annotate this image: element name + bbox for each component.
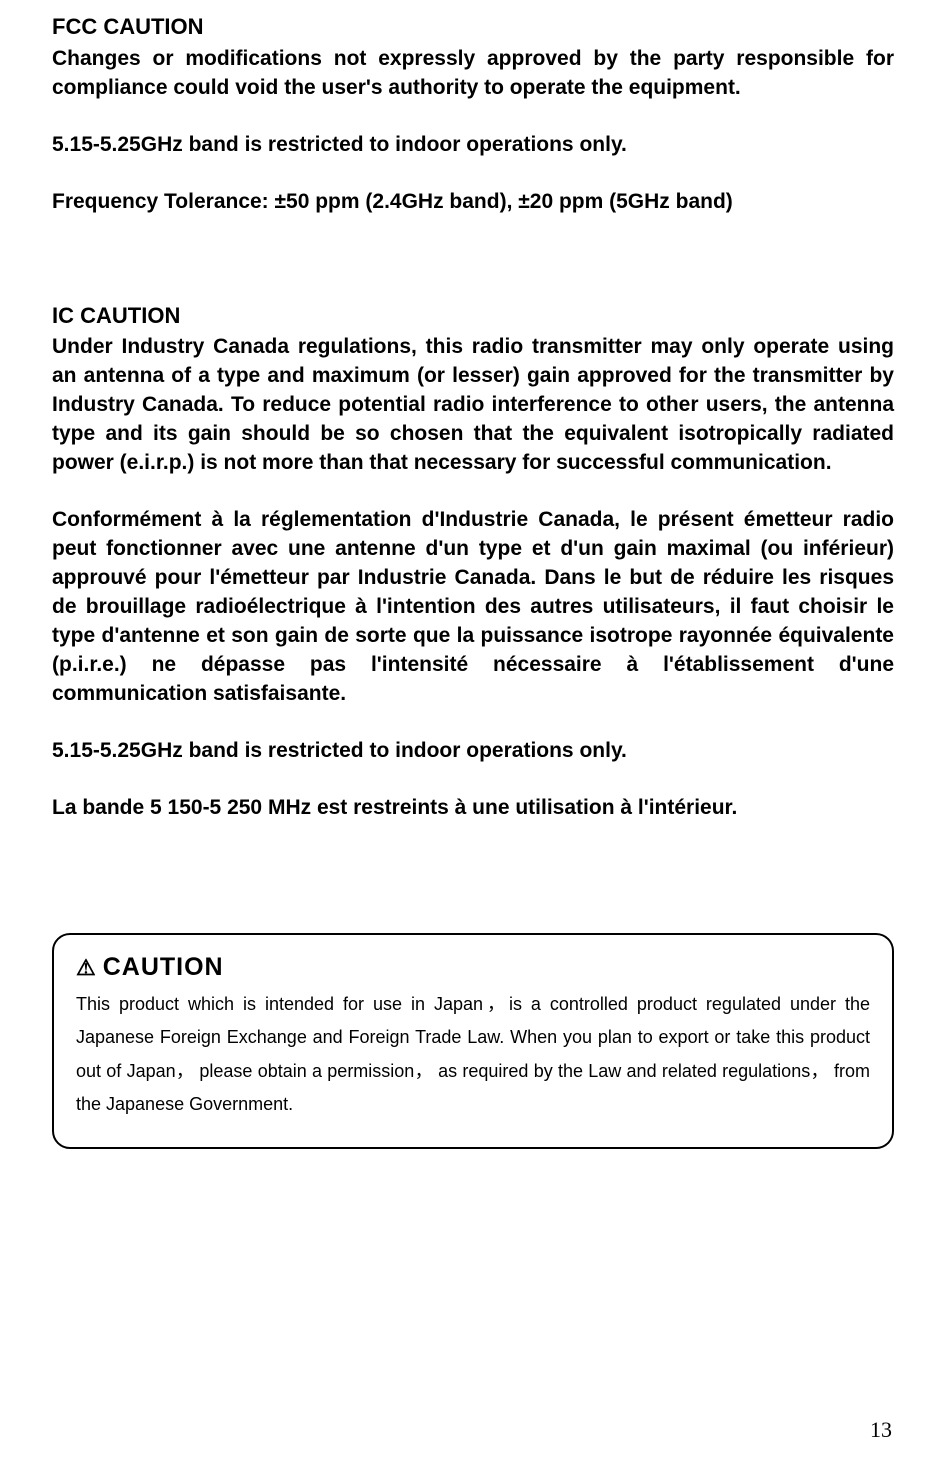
spacer: [52, 709, 894, 737]
ic-paragraph-1: Under Industry Canada regulations, this …: [52, 333, 894, 478]
spacer: [52, 478, 894, 506]
fcc-paragraph-3: Frequency Tolerance: ±50 ppm (2.4GHz ban…: [52, 188, 894, 217]
ic-paragraph-3: 5.15-5.25GHz band is restricted to indoo…: [52, 737, 894, 766]
spacer: [52, 766, 894, 794]
fcc-paragraph-2: 5.15-5.25GHz band is restricted to indoo…: [52, 131, 894, 160]
page: FCC CAUTION Changes or modifications not…: [0, 0, 946, 1463]
fcc-heading: FCC CAUTION: [52, 12, 894, 43]
caution-box-title: ⚠ CAUTION: [76, 953, 870, 982]
fcc-paragraph-1: Changes or modifications not expressly a…: [52, 45, 894, 103]
ic-paragraph-2: Conformément à la réglementation d'Indus…: [52, 506, 894, 709]
warning-icon: ⚠: [76, 957, 97, 979]
caution-box-title-text: CAUTION: [103, 953, 224, 982]
spacer: [52, 217, 894, 301]
ic-heading: IC CAUTION: [52, 301, 894, 332]
spacer: [52, 160, 894, 188]
page-number: 13: [870, 1417, 892, 1443]
ic-paragraph-4: La bande 5 150-5 250 MHz est restreints …: [52, 794, 894, 823]
caution-box-body: This product which is intended for use i…: [76, 988, 870, 1121]
caution-box: ⚠ CAUTION This product which is intended…: [52, 933, 894, 1149]
spacer: [52, 103, 894, 131]
